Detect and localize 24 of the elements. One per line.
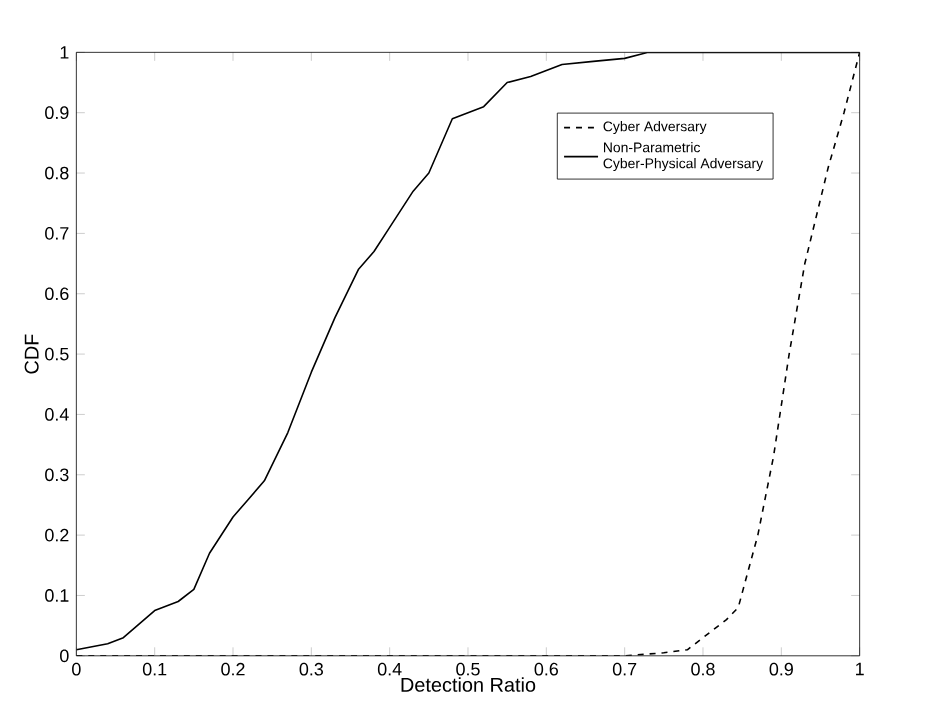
x-tick-label: 0 [72,662,81,676]
x-axis-title: Detection Ratio [401,677,536,692]
y-axis-title: CDF [24,334,39,374]
y-tick-label: 0.5 [45,347,69,361]
y-tick-label: 0.9 [45,106,69,119]
y-tick-label: 0.4 [45,408,69,421]
y-tick-label: 0.7 [45,226,69,240]
x-tick-label: 0.8 [691,662,715,676]
x-tick-label: 0.2 [221,662,245,676]
y-tick-label: 1 [60,46,69,59]
x-tick-label: 1 [856,662,864,676]
y-tick-label: 0.3 [45,468,69,482]
x-tick-label: 0.6 [534,662,558,676]
x-tick-label: 0.3 [299,662,324,676]
x-tick-label: 0.1 [142,662,167,676]
y-tick-label: 0.8 [45,166,69,180]
x-tick-label: 0.9 [769,662,793,676]
y-tick-label: 0.6 [45,287,69,301]
x-tick-label: 0.5 [456,662,480,676]
x-tick-label: 0.7 [612,662,637,676]
x-tick-label: 0.4 [377,662,402,676]
y-tick-label: 0.2 [45,528,69,542]
y-tick-label: 0.1 [45,589,69,602]
y-tick-label: 0 [60,649,69,663]
